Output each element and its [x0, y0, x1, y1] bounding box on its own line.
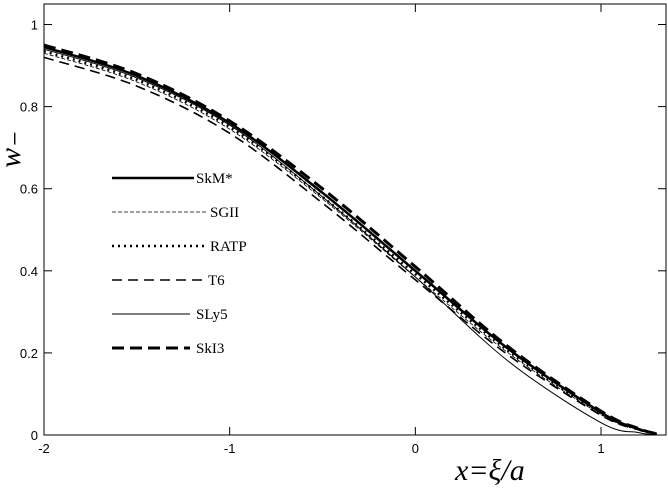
x-tick-label: 1: [597, 441, 604, 456]
legend-label: SkI3: [196, 341, 224, 357]
legend-label: SLy5: [196, 307, 228, 323]
x-tick-label: -2: [38, 441, 50, 456]
series-lines: [43, 43, 658, 436]
y-tick-label: 1: [31, 18, 38, 33]
legend-label: T6: [208, 273, 225, 289]
y-axis-title: w₋: [0, 132, 27, 168]
legend-label: SkM*: [196, 171, 233, 187]
series-line-t6: [43, 56, 657, 435]
series-line-sly5: [43, 48, 657, 436]
y-tick-label: 0.4: [20, 264, 38, 279]
series-line-sgii: [43, 52, 657, 435]
x-axis-title: x=ξ/a: [454, 454, 525, 487]
legend-label: RATP: [210, 239, 247, 255]
series-line-skm: [43, 45, 658, 436]
y-tick-label: 0: [31, 428, 38, 443]
legend: SkM* SGII RATP T6 SLy5 SkI3: [112, 171, 247, 357]
y-tick-label: 0.8: [20, 100, 38, 115]
plot-frame: [43, 3, 667, 436]
x-tick-label: -1: [224, 441, 236, 456]
axis-ticks: -2 -1 0 1 0 0.2 0.4 0.6 0.8 1: [20, 4, 666, 456]
series-line-ratp: [43, 50, 658, 436]
x-tick-label: 0: [412, 441, 419, 456]
series-line-ski3: [43, 43, 658, 436]
y-tick-label: 0.6: [20, 182, 38, 197]
y-tick-label: 0.2: [20, 346, 38, 361]
legend-label: SGII: [210, 205, 239, 221]
